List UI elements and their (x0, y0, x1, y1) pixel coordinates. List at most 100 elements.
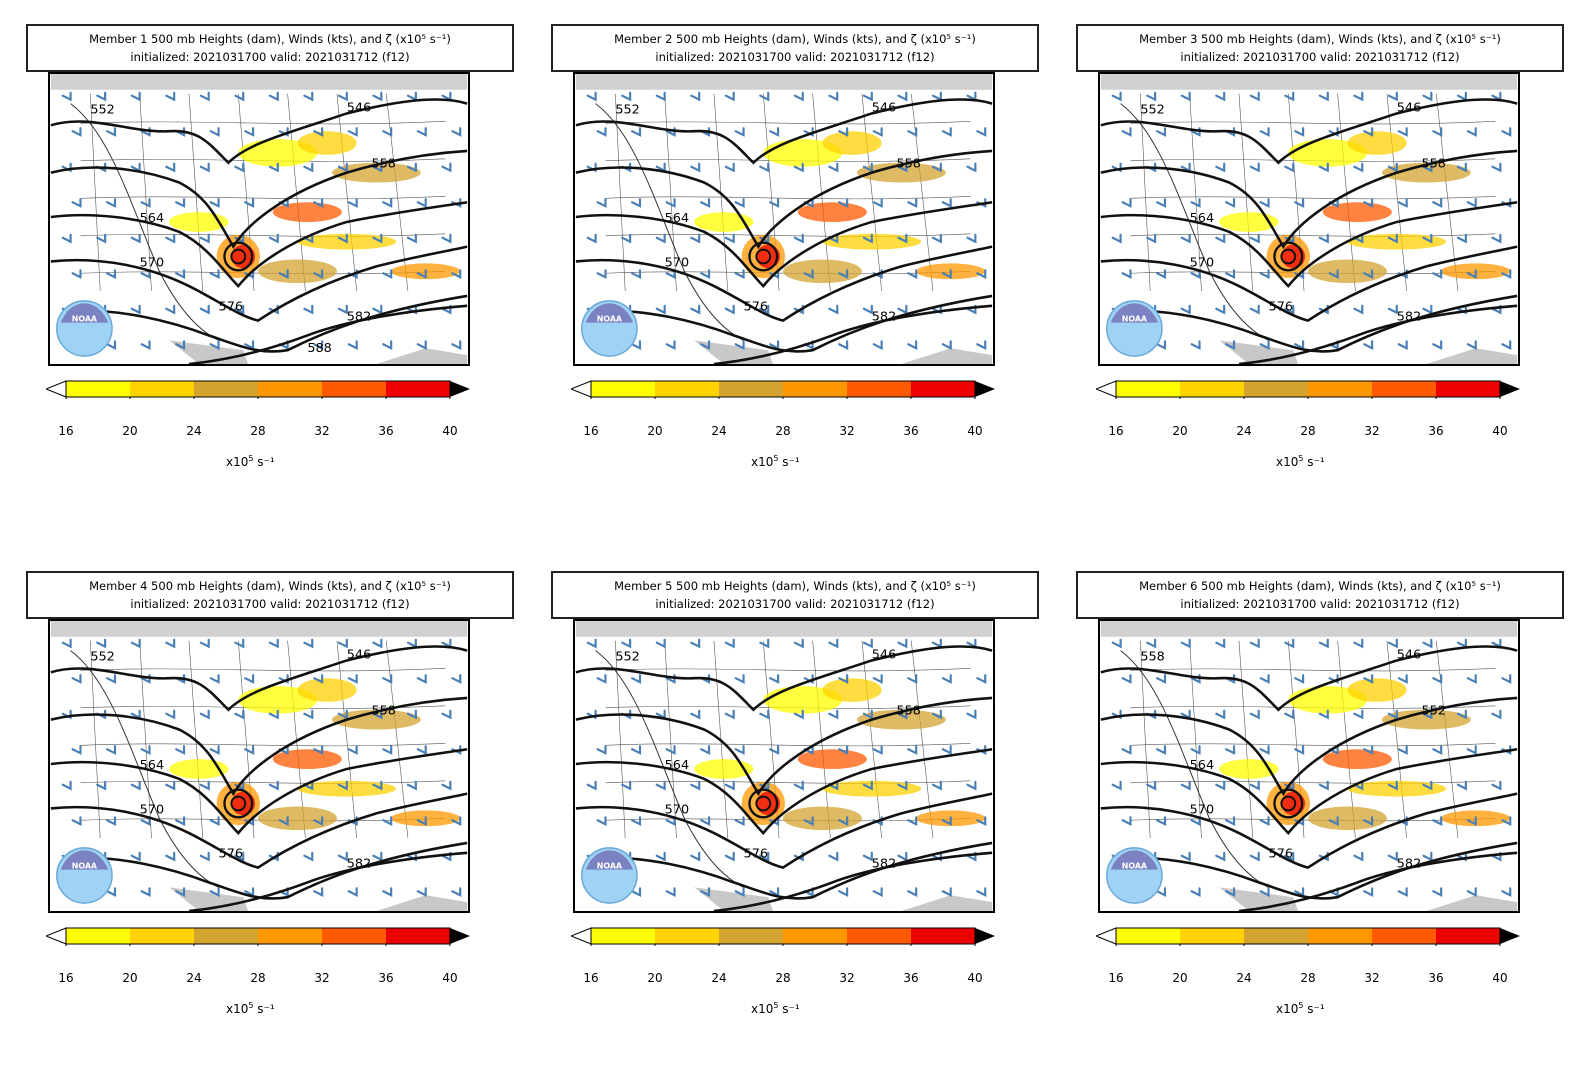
contour-label: 546 (1397, 647, 1421, 662)
contour-label: 582 (347, 857, 371, 872)
state-borders (1120, 640, 1496, 888)
panel-title: Member 4 500 mb Heights (dam), Winds (kt… (89, 579, 451, 593)
colorbar-segment (1180, 928, 1244, 944)
colorbar-segment (655, 928, 719, 944)
colorbar-segment (194, 928, 258, 944)
colorbar-tick-label: 28 (1300, 424, 1316, 438)
contour-label: 576 (744, 847, 768, 862)
contour-label: 558 (1140, 649, 1164, 664)
contour-label: 552 (1140, 102, 1164, 117)
noaa-logo: NOAA (1106, 847, 1163, 904)
colorbar-over-arrow (975, 928, 995, 944)
contour-label: 576 (219, 300, 243, 315)
contour-label: 576 (219, 847, 243, 862)
closed-low-contour (748, 788, 779, 819)
svg-text:NOAA: NOAA (1122, 862, 1148, 871)
closed-low-contour (1273, 241, 1304, 272)
colorbar-segment (591, 928, 655, 944)
colorbar-tick-label: 16 (1108, 971, 1124, 985)
map-panel-member-1: Member 1 500 mb Heights (dam), Winds (kt… (26, 24, 526, 504)
colorbar-segment (1436, 928, 1500, 944)
colorbar-tick-label: 24 (1236, 424, 1252, 438)
colorbar (569, 926, 1001, 946)
contour-label: 552 (90, 102, 114, 117)
panel-subtitle: initialized: 2021031700 valid: 202103171… (130, 597, 410, 611)
colorbar-tick-label: 40 (442, 971, 458, 985)
map-panel-member-4: Member 4 500 mb Heights (dam), Winds (kt… (26, 571, 526, 1051)
colorbar-segment (783, 381, 847, 397)
colorbar-tick-label: 20 (122, 424, 138, 438)
panel-title: Member 5 500 mb Heights (dam), Winds (kt… (614, 579, 976, 593)
contour-label: 546 (872, 647, 896, 662)
colorbar-tick-label: 32 (839, 971, 855, 985)
colorbar-tick-label: 40 (967, 424, 983, 438)
colorbar-segment (322, 381, 386, 397)
svg-text:NOAA: NOAA (597, 315, 623, 324)
colorbar-segment (1116, 381, 1180, 397)
land-mask (376, 895, 468, 911)
contour-label: 552 (615, 102, 639, 117)
no-data-strip (1100, 74, 1518, 90)
noaa-logo: NOAA (1106, 300, 1163, 357)
colorbar-tick-label: 24 (711, 424, 727, 438)
map-area: 552 546 558 564 570 576 582 NOAA (573, 619, 995, 913)
contour-label: 582 (1397, 857, 1421, 872)
land-mask (1426, 348, 1518, 364)
contour-label: 576 (744, 300, 768, 315)
colorbar-tick-label: 32 (314, 424, 330, 438)
panel-subtitle: initialized: 2021031700 valid: 202103171… (130, 50, 410, 64)
state-borders (595, 640, 971, 888)
panel-title-box: Member 3 500 mb Heights (dam), Winds (kt… (1076, 24, 1564, 72)
contour-label: 570 (140, 802, 164, 817)
no-data-strip (50, 621, 468, 637)
vorticity-shading (169, 678, 461, 831)
panel-title-box: Member 6 500 mb Heights (dam), Winds (kt… (1076, 571, 1564, 619)
svg-text:NOAA: NOAA (597, 862, 623, 871)
colorbar-tick-label: 24 (711, 971, 727, 985)
map-area: 558 546 552 564 570 576 582 NOAA (1098, 619, 1520, 913)
colorbar-segment (1372, 928, 1436, 944)
colorbar-tick-label: 32 (839, 424, 855, 438)
panel-title-box: Member 2 500 mb Heights (dam), Winds (kt… (551, 24, 1039, 72)
state-borders (70, 93, 446, 341)
map-svg: 552 546 558 564 570 576 582 NOAA (575, 74, 993, 364)
map-area: 552 546 558 564 570 576 582 NOAA (48, 619, 470, 913)
colorbar-segment (386, 381, 450, 397)
map-svg: 552 546 558 564 570 576 582 NOAA (575, 621, 993, 911)
panel-subtitle: initialized: 2021031700 valid: 202103171… (655, 50, 935, 64)
colorbar-tick-label: 20 (1172, 424, 1188, 438)
colorbar-segment (66, 928, 130, 944)
colorbar-segment (322, 928, 386, 944)
colorbar-over-arrow (450, 928, 470, 944)
colorbar (44, 379, 476, 399)
colorbar-tick-label: 20 (647, 971, 663, 985)
map-panel-member-3: Member 3 500 mb Heights (dam), Winds (kt… (1076, 24, 1576, 504)
closed-low-contour (230, 248, 247, 265)
contour-label: 564 (140, 211, 164, 226)
colorbar-over-arrow (1500, 381, 1520, 397)
contour-label: 558 (896, 157, 920, 172)
contour-label: 576 (1269, 300, 1293, 315)
colorbar-under-arrow (44, 927, 67, 945)
colorbar-tick-label: 36 (378, 971, 394, 985)
state-borders (70, 640, 446, 888)
colorbar (1094, 379, 1526, 399)
no-data-strip (50, 74, 468, 90)
height-contours (50, 645, 468, 911)
colorbar-segment (130, 381, 194, 397)
colorbar-segment (1436, 381, 1500, 397)
closed-low-contour (230, 795, 247, 812)
map-area: 552 546 558 564 570 576 582 NOAA (1098, 72, 1520, 366)
contour-label: 558 (1421, 157, 1445, 172)
colorbar-segment (258, 928, 322, 944)
panel-subtitle: initialized: 2021031700 valid: 202103171… (1180, 597, 1460, 611)
contour-label: 546 (347, 100, 371, 115)
colorbar-tick-label: 20 (122, 971, 138, 985)
colorbar-tick-label: 28 (775, 424, 791, 438)
contour-label: 546 (347, 647, 371, 662)
colorbar-tick-label: 36 (903, 971, 919, 985)
colorbar-tick-label: 16 (1108, 424, 1124, 438)
colorbar-segment (194, 381, 258, 397)
colorbar-tick-label: 16 (58, 424, 74, 438)
colorbar-unit-label: x105 s⁻¹ (1276, 454, 1325, 469)
